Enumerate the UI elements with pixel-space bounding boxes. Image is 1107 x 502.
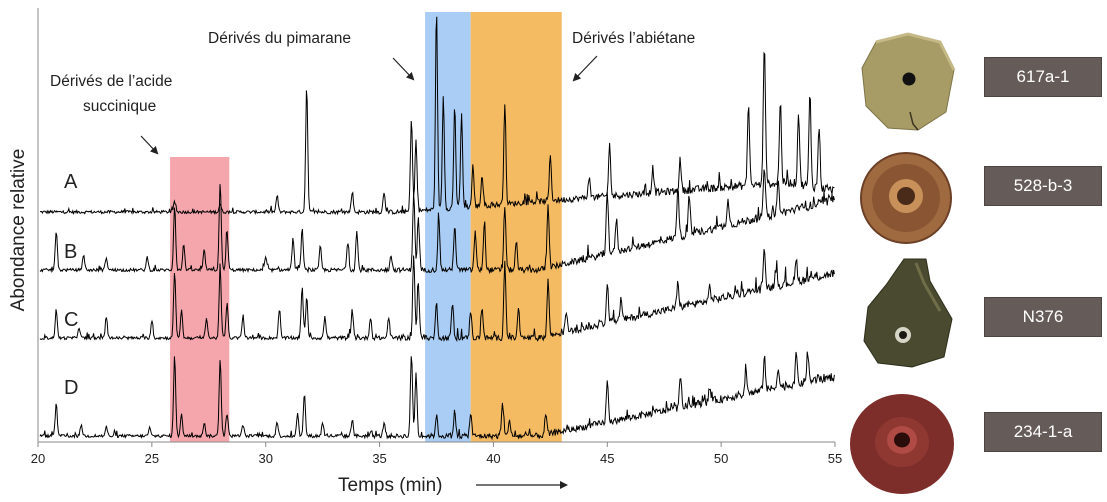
annotation-succinique: Dérivés de l’acide succinique bbox=[50, 73, 172, 155]
trace-labels: A B C D bbox=[64, 171, 78, 399]
chromatogram-traces bbox=[39, 16, 835, 441]
annotation-abietane: Dérivés l’abiétane bbox=[572, 30, 695, 82]
x-tick-label: 25 bbox=[145, 451, 159, 466]
annotation-abietane-arrow bbox=[572, 55, 598, 82]
trace-label-A: A bbox=[64, 171, 78, 193]
highlight-region-2 bbox=[470, 12, 562, 442]
annotation-pimarane-text: Dérivés du pimarane bbox=[208, 30, 351, 47]
x-axis-title: Temps (min) bbox=[338, 475, 443, 496]
sample-photo-617a-1 bbox=[861, 32, 956, 131]
x-tick-label: 55 bbox=[828, 451, 842, 466]
highlight-regions bbox=[170, 12, 562, 442]
sample-shape bbox=[863, 258, 953, 368]
trace-label-C: C bbox=[64, 309, 78, 331]
annotation-pimarane: Dérivés du pimarane bbox=[208, 30, 415, 81]
axes bbox=[37, 8, 835, 443]
trace-D bbox=[39, 351, 835, 441]
trace-C bbox=[39, 249, 835, 342]
x-ticks: 20 25 30 35 40 45 50 55 bbox=[31, 442, 842, 466]
annotation-succinique-line2: succinique bbox=[83, 98, 156, 115]
sample-photo-234-1-a bbox=[850, 394, 954, 494]
sample-label-234-1-a: 234-1-a bbox=[984, 412, 1102, 452]
x-tick-label: 50 bbox=[714, 451, 728, 466]
sample-photo-N376 bbox=[863, 258, 953, 368]
x-tick-label: 45 bbox=[600, 451, 614, 466]
sample-label-617a-1: 617a-1 bbox=[984, 57, 1102, 97]
sample-label-528-b-3: 528-b-3 bbox=[984, 166, 1102, 206]
annotation-succinique-line1: Dérivés de l’acide bbox=[50, 73, 172, 90]
x-tick-label: 30 bbox=[258, 451, 272, 466]
trace-label-D: D bbox=[64, 377, 78, 399]
x-axis-arrow bbox=[476, 481, 568, 489]
annotation-succinique-arrow bbox=[140, 135, 159, 155]
x-tick-label: 35 bbox=[372, 451, 386, 466]
x-tick-label: 20 bbox=[31, 451, 45, 466]
sample-photo-528-b-3 bbox=[860, 152, 952, 244]
x-tick-label: 40 bbox=[486, 451, 500, 466]
highlight-region-1 bbox=[425, 12, 471, 442]
trace-B bbox=[39, 169, 835, 275]
sample-label-N376: N376 bbox=[984, 297, 1102, 337]
trace-label-B: B bbox=[64, 241, 77, 263]
annotation-pimarane-arrow bbox=[392, 57, 415, 81]
annotation-abietane-text: Dérivés l’abiétane bbox=[572, 30, 695, 47]
y-axis-title: Abondance relative bbox=[8, 149, 29, 312]
trace-A bbox=[39, 16, 835, 216]
chromatogram-chart: 20 25 30 35 40 45 50 55 A B C D Abondance relative… bbox=[8, 8, 842, 496]
